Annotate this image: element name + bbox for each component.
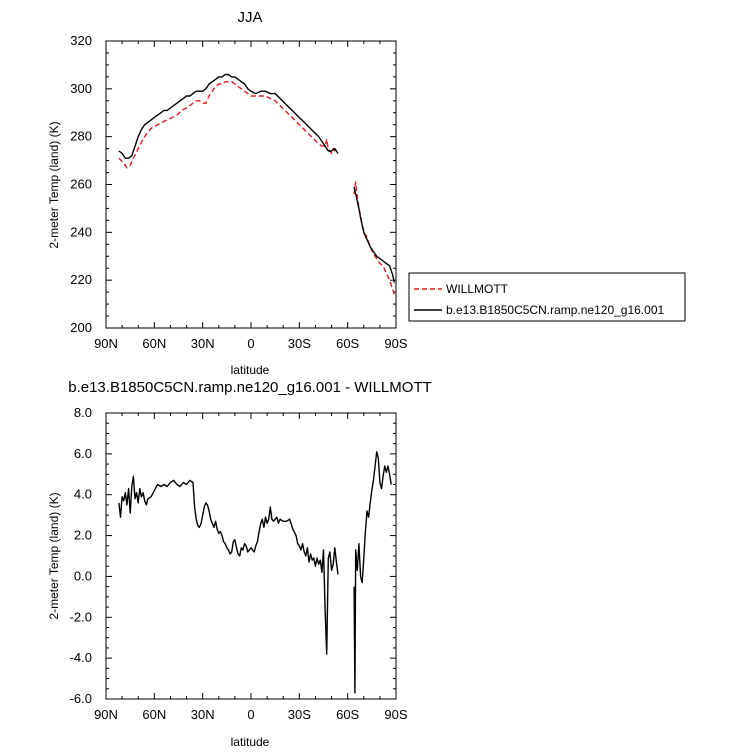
legend-box	[408, 272, 686, 322]
top-chart-series-1-line-0	[118, 73, 339, 159]
bottom-chart-ytick-label: 4.0	[74, 487, 92, 502]
top-chart-series-0-line-0	[118, 80, 337, 169]
bottom-chart-series-0-line-1	[353, 451, 392, 694]
top-chart-ytick-label: 320	[70, 33, 92, 48]
bottom-chart-series	[118, 451, 392, 694]
top-chart-series-1-line-1	[353, 186, 396, 283]
top-chart-xtick-label: 90N	[94, 336, 118, 351]
top-chart-ytick-label: 220	[70, 272, 92, 287]
top-chart-xtick-label: 60N	[142, 336, 166, 351]
bottom-chart-xtick-label: 30N	[191, 707, 215, 722]
bottom-chart: b.e13.B1850C5CN.ramp.ne120_g16.001 - WIL…	[47, 379, 432, 749]
top-chart-ytick-label: 260	[70, 177, 92, 192]
bottom-chart-xtick-label: 90N	[94, 707, 118, 722]
top-chart: JJA 90N 60N 30N 0 30S 60S 90S 200 220 240 260 280 30…	[47, 9, 686, 377]
bottom-chart-ytick-label: 8.0	[74, 405, 92, 420]
bottom-chart-ytick-label: 0.0	[74, 568, 92, 583]
top-chart-frame	[105, 40, 397, 329]
top-chart-ytick-label: 200	[70, 320, 92, 335]
top-chart-legend: WILLMOTT b.e13.B1850C5CN.ramp.ne120_g16.…	[408, 272, 686, 322]
bottom-chart-ticks: 90N 60N 30N 0 30S 60S 90S -6.0 -4.0 -2.0 0.0 2.0 4.0…	[70, 405, 408, 722]
bottom-chart-xtick-label: 60N	[142, 707, 166, 722]
top-chart-ytick-label: 280	[70, 129, 92, 144]
bottom-chart-frame	[105, 412, 397, 700]
top-chart-series	[118, 73, 396, 295]
bottom-chart-ytick-label: -4.0	[70, 650, 92, 665]
top-chart-ytick-label: 300	[70, 81, 92, 96]
bottom-chart-xtick-label: 60S	[336, 707, 359, 722]
top-chart-ytick-label: 240	[70, 224, 92, 239]
bottom-chart-title: b.e13.B1850C5CN.ramp.ne120_g16.001 - WIL…	[68, 379, 432, 396]
legend-label-willmott: WILLMOTT	[446, 282, 509, 296]
bottom-chart-series-0-line-0	[118, 475, 339, 655]
bottom-chart-ylabel: 2-meter Temp (land) (K)	[47, 492, 61, 619]
bottom-chart-xlabel: latitude	[231, 735, 270, 749]
top-chart-xlabel: latitude	[231, 363, 270, 377]
bottom-chart-ytick-label: 2.0	[74, 528, 92, 543]
legend-label-model: b.e13.B1850C5CN.ramp.ne120_g16.001	[446, 303, 664, 317]
top-chart-xtick-label: 60S	[336, 336, 359, 351]
bottom-chart-ytick-label: -6.0	[70, 691, 92, 706]
top-chart-xtick-label: 30N	[191, 336, 215, 351]
bottom-chart-xtick-label: 90S	[384, 707, 407, 722]
top-chart-title: JJA	[237, 9, 262, 26]
top-chart-series-0-line-1	[353, 181, 396, 295]
top-chart-ylabel: 2-meter Temp (land) (K)	[47, 121, 61, 248]
bottom-chart-xtick-label: 0	[247, 707, 254, 722]
top-chart-ticks: 90N 60N 30N 0 30S 60S 90S 200 220 240 260 280 300 320	[70, 33, 408, 351]
bottom-chart-ytick-label: 6.0	[74, 446, 92, 461]
top-chart-xtick-label: 0	[247, 336, 254, 351]
bottom-chart-ytick-label: -2.0	[70, 609, 92, 624]
top-chart-xtick-label: 90S	[384, 336, 407, 351]
top-chart-xtick-label: 30S	[288, 336, 311, 351]
bottom-chart-xtick-label: 30S	[288, 707, 311, 722]
